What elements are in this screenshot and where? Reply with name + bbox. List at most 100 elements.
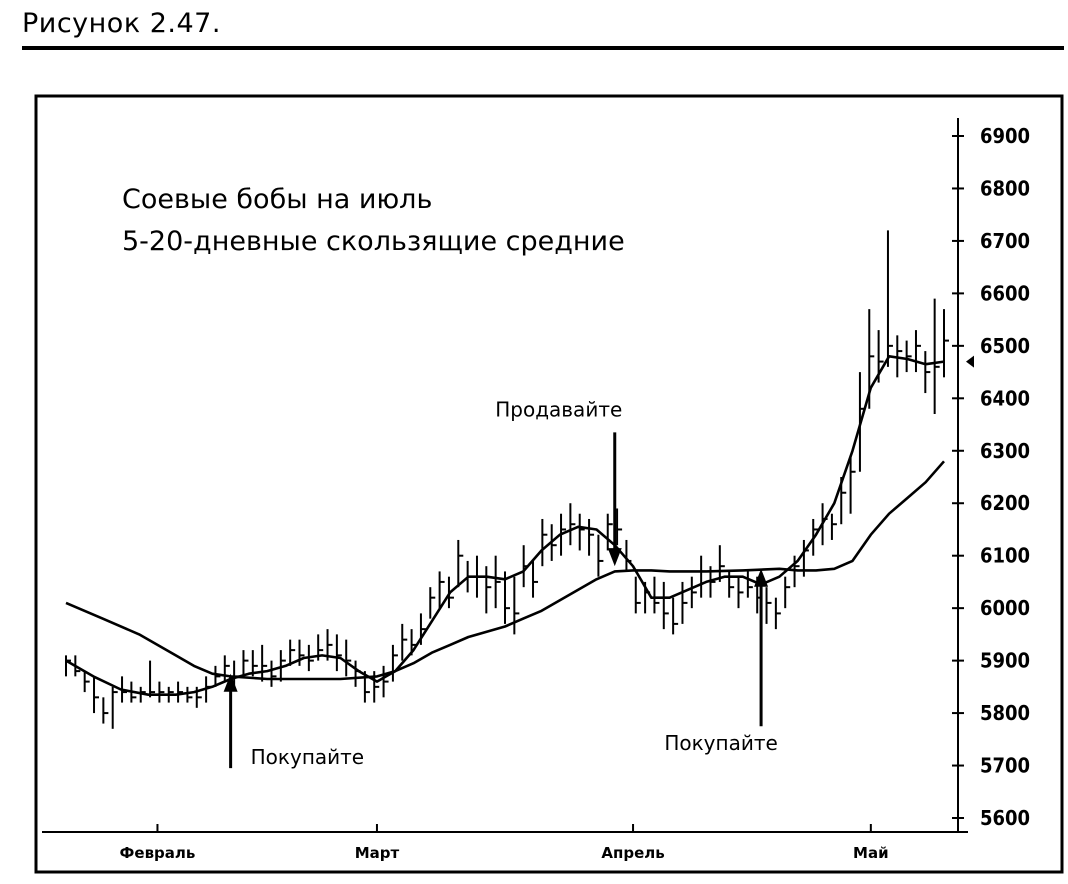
price-bar [270,660,277,687]
price-bar [690,576,697,609]
figure-caption: Рисунок 2.47. [22,8,221,39]
x-axis-ticks: Февраль Март Апрель Май [120,824,889,862]
price-bar [653,576,660,614]
y-tick-label: 5800 [980,701,1030,725]
y-tick-label: 6700 [980,229,1030,253]
signal-label: Покупайте [251,745,364,769]
price-bar [588,518,595,556]
price-bar [457,539,464,588]
price-bar [419,613,426,645]
price-bar [933,298,940,415]
price-bar [569,503,576,546]
y-tick-label: 6000 [980,596,1030,620]
signal-annotations: Покупайте Продавайте Покупайте [223,397,778,769]
price-bar [149,660,156,698]
price-bar [597,534,604,577]
y-tick-label: 5600 [980,806,1030,830]
arrow-up-icon [754,568,769,587]
price-bar [728,571,735,598]
price-bar [662,581,669,630]
price-bar [532,560,539,598]
price-bar [700,555,707,598]
price-bar [391,644,398,682]
signal-annotation: Покупайте [664,568,778,755]
price-bar [111,686,118,729]
price-bar [429,587,436,619]
price-bar [541,518,548,567]
price-bar [158,681,165,703]
y-tick-label: 6600 [980,281,1030,305]
signal-annotation: Покупайте [223,673,364,769]
y-tick-label: 6500 [980,334,1030,358]
price-bar [849,456,856,514]
month-label: Февраль [120,844,196,862]
ma-20-day-line [65,460,945,681]
chart-frame [34,94,1064,874]
price-bar [214,665,221,687]
price-bar [186,686,193,703]
price-bar [354,660,361,687]
price-bar [793,555,800,588]
price-bar [382,665,389,698]
price-bar [886,230,893,367]
price-bar [223,655,230,682]
price-bar [681,581,688,624]
signal-label: Продавайте [495,397,622,421]
price-bar [943,309,949,378]
price-bar [774,597,781,630]
price-bar [494,555,501,609]
price-bar [289,639,296,666]
caption-rule [22,46,1064,50]
price-bar [578,513,585,551]
price-bar [924,351,931,394]
month-label: Апрель [601,844,664,862]
price-bar [606,513,613,551]
price-bar [177,681,184,703]
price-bar [401,623,408,661]
price-bar [233,660,240,687]
price-bar [279,650,286,682]
price-bar [102,697,109,724]
price-bar [905,340,912,373]
price-bar [672,597,679,635]
y-tick-label: 6400 [980,386,1030,410]
price-bar [513,576,520,635]
price-bar [242,650,249,677]
price-bar [139,686,146,703]
signal-annotation: Продавайте [495,397,622,567]
price-bar [298,639,305,666]
price-bar [784,576,791,609]
price-bar [345,639,352,677]
price-bar [616,508,623,546]
month-label: Март [355,844,400,862]
price-bar [485,566,492,614]
price-bar [93,676,100,714]
price-bar [634,576,641,614]
last-price-arrow-icon [966,355,974,368]
price-bar [625,539,632,572]
last-price-marker [966,355,974,368]
y-tick-label: 6300 [980,439,1030,463]
price-bar [261,644,268,682]
price-bar [746,571,753,598]
price-bars [65,230,949,729]
price-bar [737,576,744,609]
month-label: Май [853,844,889,862]
price-bar [830,513,837,540]
y-tick-label: 6900 [980,124,1030,148]
y-tick-label: 5900 [980,649,1030,673]
price-bar [438,571,445,609]
y-axis-ticks: 5600 5700 5800 5900 6000 6100 6200 6300 6400 6500… [952,124,1030,830]
y-tick-label: 5700 [980,754,1030,778]
price-bar [335,634,342,672]
y-tick-label: 6200 [980,491,1030,515]
price-bar [83,671,90,693]
chart-title: Соевые бобы на июль [122,184,432,215]
arrow-up-icon [223,673,238,692]
ma-5-day-line [65,355,945,696]
signal-label: Покупайте [664,731,777,755]
price-bar [718,545,725,582]
y-tick-label: 6800 [980,176,1030,200]
price-bar [914,330,921,373]
